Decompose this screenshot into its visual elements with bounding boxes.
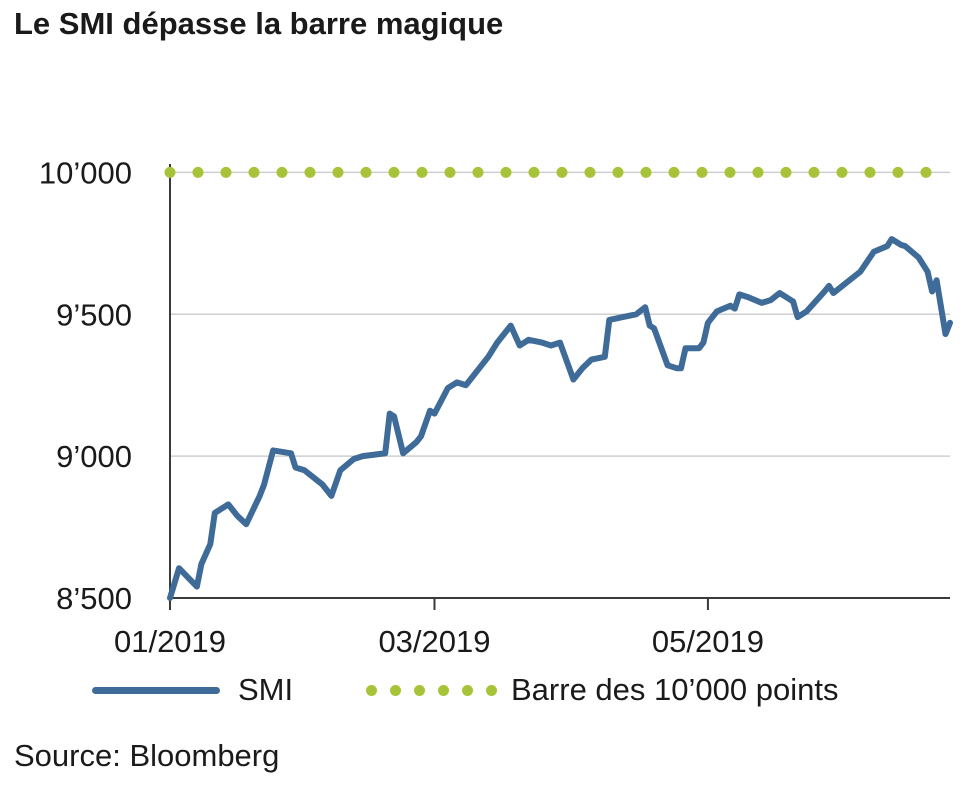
legend-label-threshold: Barre des 10’000 points (511, 672, 839, 707)
x-tick-label: 01/2019 (114, 624, 226, 659)
legend-label-smi: SMI (238, 672, 294, 707)
series-layer (164, 166, 956, 601)
y-tick-label: 9’500 (56, 297, 132, 332)
chart-plot: 8’500 9’000 9’500 10’000 01/2019 03/2019 05/20… (39, 155, 956, 659)
y-tick-label: 8’500 (56, 581, 132, 616)
x-tick-label: 03/2019 (378, 624, 490, 659)
legend-item-smi: SMI (92, 672, 293, 708)
legend-swatch-threshold (366, 684, 497, 696)
tick-labels: 8’500 9’000 9’500 10’000 01/2019 03/2019 05/20… (39, 155, 764, 659)
axis-ticks (169, 598, 709, 610)
x-tick-label: 05/2019 (652, 624, 764, 659)
legend-swatch-smi (92, 686, 220, 694)
y-tick-label: 10’000 (39, 155, 132, 190)
source-note: Source: Bloomberg (14, 738, 280, 773)
chart-title: Le SMI dépasse la barre magique (14, 6, 504, 41)
y-tick-label: 9’000 (56, 439, 132, 474)
grid-lines (168, 164, 950, 599)
legend-item-threshold: Barre des 10’000 points (366, 672, 838, 708)
smi-series-line (167, 236, 953, 601)
